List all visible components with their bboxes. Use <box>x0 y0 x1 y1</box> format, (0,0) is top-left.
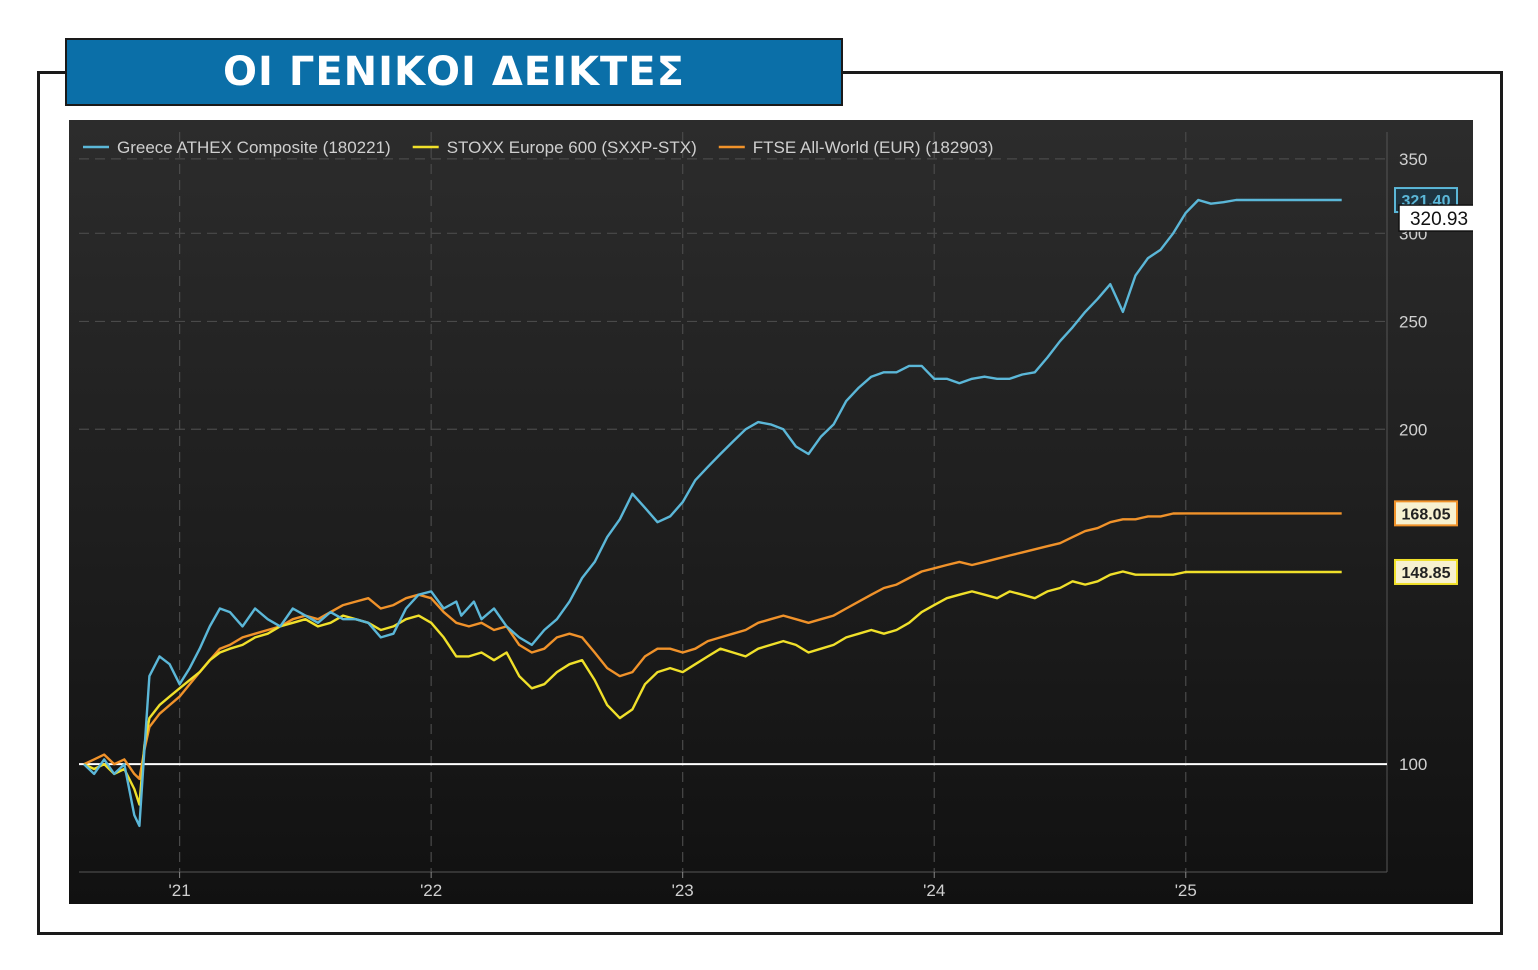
last-value-box <box>1394 558 1458 585</box>
crosshair-value-box <box>1398 204 1480 232</box>
crosshair-value-label: 320.93 <box>1410 209 1468 230</box>
series-line-2 <box>83 512 1342 781</box>
series-line-1 <box>83 570 1342 806</box>
legend-item-1: STOXX Europe 600 (SXXP-STX) <box>412 138 697 157</box>
x-tick-label: '24 <box>923 881 945 900</box>
legend-item-0: Greece ATHEX Composite (180221) <box>83 138 391 157</box>
last-value-tag-2: 168.05 <box>1394 500 1458 527</box>
legend-label: STOXX Europe 600 (SXXP-STX) <box>447 138 697 157</box>
page-title: ΟΙ ΓΕΝΙΚΟΙ ΔΕΙΚΤΕΣ <box>65 38 843 106</box>
chart-background <box>69 120 1473 904</box>
y-tick-label: 100 <box>1399 755 1427 774</box>
y-tick-label: 250 <box>1399 312 1427 331</box>
legend-item-2: FTSE All-World (EUR) (182903) <box>718 138 994 157</box>
x-tick-label: '23 <box>672 881 694 900</box>
line-chart: 100200250300350'21'22'23'24'25321.40148.… <box>69 120 1480 904</box>
y-tick-label: 350 <box>1399 150 1427 169</box>
legend-label: Greece ATHEX Composite (180221) <box>117 138 391 157</box>
x-tick-label: '22 <box>420 881 442 900</box>
last-value-tag-1: 148.85 <box>1394 558 1458 585</box>
x-tick-label: '25 <box>1175 881 1197 900</box>
chart-area: 100 200 250 300 350'21'22'23'24'25 321.40 148.… <box>69 120 1480 904</box>
last-value-label: 168.05 <box>1402 506 1451 523</box>
series-line-0 <box>83 198 1342 828</box>
crosshair-value-tag: 320.93 <box>1398 204 1480 232</box>
legend-label: FTSE All-World (EUR) (182903) <box>753 138 994 157</box>
last-value-box <box>1394 500 1458 527</box>
last-value-label: 148.85 <box>1402 565 1451 582</box>
y-tick-label: 200 <box>1399 420 1427 439</box>
x-tick-label: '21 <box>169 881 191 900</box>
